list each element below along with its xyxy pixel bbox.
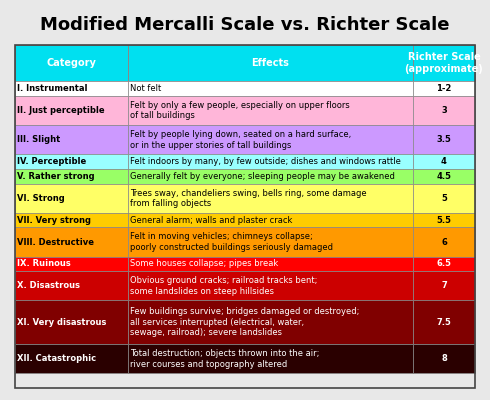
- Bar: [128, 45, 413, 82]
- Text: 5.5: 5.5: [437, 216, 451, 225]
- Text: I. Instrumental: I. Instrumental: [17, 84, 88, 93]
- Bar: [128, 300, 413, 344]
- Text: Felt by only a few people, especially on upper floors
of tall buildings: Felt by only a few people, especially on…: [130, 101, 349, 120]
- Bar: [15, 45, 475, 388]
- Text: 4: 4: [441, 157, 447, 166]
- Text: Richter Scale
(approximate): Richter Scale (approximate): [405, 52, 483, 74]
- Bar: [15, 271, 128, 300]
- Text: 1-2: 1-2: [436, 84, 452, 93]
- Bar: [413, 82, 475, 96]
- Text: Category: Category: [47, 58, 97, 68]
- Text: Felt by people lying down, seated on a hard surface,
or in the upper stories of : Felt by people lying down, seated on a h…: [130, 130, 351, 150]
- Text: Not felt: Not felt: [130, 84, 161, 93]
- Text: Trees sway, chandeliers swing, bells ring, some damage
from falling objects: Trees sway, chandeliers swing, bells rin…: [130, 188, 367, 208]
- Bar: [15, 300, 128, 344]
- Bar: [15, 45, 128, 82]
- Text: 5: 5: [441, 194, 447, 203]
- Bar: [413, 184, 475, 213]
- Text: IX. Ruinous: IX. Ruinous: [17, 260, 71, 268]
- Bar: [128, 184, 413, 213]
- Bar: [128, 125, 413, 154]
- Text: V. Rather strong: V. Rather strong: [17, 172, 95, 181]
- Bar: [128, 271, 413, 300]
- Text: Obvious ground cracks; railroad tracks bent;
some landslides on steep hillsides: Obvious ground cracks; railroad tracks b…: [130, 276, 317, 296]
- Bar: [128, 96, 413, 125]
- Bar: [128, 344, 413, 374]
- Text: 3: 3: [441, 106, 447, 115]
- Text: 6.5: 6.5: [437, 260, 451, 268]
- Bar: [15, 154, 128, 169]
- Bar: [15, 344, 128, 374]
- Text: XI. Very disastrous: XI. Very disastrous: [17, 318, 106, 327]
- Bar: [15, 184, 128, 213]
- Text: Modified Mercalli Scale vs. Richter Scale: Modified Mercalli Scale vs. Richter Scal…: [40, 16, 450, 34]
- Text: II. Just perceptible: II. Just perceptible: [17, 106, 105, 115]
- Bar: [15, 96, 128, 125]
- Bar: [128, 154, 413, 169]
- Bar: [413, 271, 475, 300]
- Text: General alarm; walls and plaster crack: General alarm; walls and plaster crack: [130, 216, 292, 225]
- Text: Generally felt by everyone; sleeping people may be awakened: Generally felt by everyone; sleeping peo…: [130, 172, 394, 181]
- Text: VII. Very strong: VII. Very strong: [17, 216, 91, 225]
- Bar: [15, 125, 128, 154]
- Text: VI. Strong: VI. Strong: [17, 194, 65, 203]
- Bar: [413, 228, 475, 257]
- Text: III. Slight: III. Slight: [17, 135, 60, 144]
- Bar: [413, 213, 475, 228]
- Text: 7.5: 7.5: [437, 318, 451, 327]
- Text: X. Disastrous: X. Disastrous: [17, 281, 80, 290]
- Bar: [15, 213, 128, 228]
- Text: VIII. Destructive: VIII. Destructive: [17, 238, 94, 246]
- Bar: [413, 45, 475, 82]
- Bar: [15, 169, 128, 184]
- Text: Felt indoors by many, by few outside; dishes and windows rattle: Felt indoors by many, by few outside; di…: [130, 157, 401, 166]
- Bar: [128, 228, 413, 257]
- Bar: [15, 82, 128, 96]
- Text: 4.5: 4.5: [437, 172, 451, 181]
- Bar: [15, 228, 128, 257]
- Text: Effects: Effects: [251, 58, 289, 68]
- Bar: [128, 257, 413, 271]
- Text: Total destruction; objects thrown into the air;
river courses and topography alt: Total destruction; objects thrown into t…: [130, 349, 319, 368]
- Bar: [413, 300, 475, 344]
- Text: XII. Catastrophic: XII. Catastrophic: [17, 354, 96, 363]
- Bar: [128, 169, 413, 184]
- Text: Felt in moving vehicles; chimneys collapse;
poorly constructed buildings serious: Felt in moving vehicles; chimneys collap…: [130, 232, 333, 252]
- Bar: [413, 125, 475, 154]
- Text: 8: 8: [441, 354, 447, 363]
- Bar: [128, 213, 413, 228]
- Bar: [413, 257, 475, 271]
- Text: 7: 7: [441, 281, 447, 290]
- Bar: [128, 82, 413, 96]
- Bar: [15, 257, 128, 271]
- Text: IV. Perceptible: IV. Perceptible: [17, 157, 86, 166]
- Bar: [413, 344, 475, 374]
- Text: Some houses collapse; pipes break: Some houses collapse; pipes break: [130, 260, 278, 268]
- Text: 3.5: 3.5: [437, 135, 451, 144]
- Bar: [413, 96, 475, 125]
- Bar: [413, 154, 475, 169]
- Bar: [413, 169, 475, 184]
- Text: 6: 6: [441, 238, 447, 246]
- Text: Few buildings survive; bridges damaged or destroyed;
all services interrupted (e: Few buildings survive; bridges damaged o…: [130, 308, 359, 337]
